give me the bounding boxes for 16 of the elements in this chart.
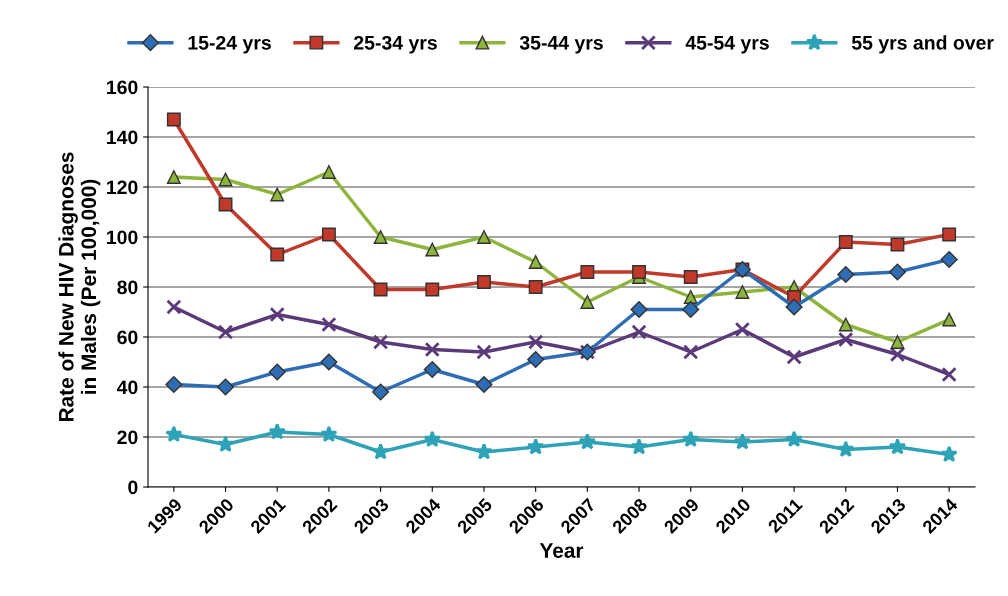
y-tick-label: 120 — [107, 180, 138, 195]
y-tick-label: 40 — [116, 380, 138, 395]
legend-label: 35-44 yrs — [519, 35, 603, 54]
y-tick-label: 60 — [117, 330, 138, 345]
y-tick-label: 80 — [117, 280, 138, 295]
y-axis-title: Rate of New HIV Diagnoses in Males (Per 100,000) — [58, 152, 101, 422]
x-axis-title: Year — [539, 543, 584, 558]
y-tick-label: 140 — [107, 130, 138, 145]
legend-label: 15-24 yrs — [188, 35, 271, 54]
y-tick-label: 20 — [117, 430, 138, 445]
y-tick-label: 160 — [107, 80, 138, 95]
legend-label: 45-54 yrs — [685, 36, 769, 54]
y-tick-label: 100 — [107, 230, 138, 245]
legend-label: 55 yrs and over — [851, 35, 994, 54]
y-tick-label: 0 — [128, 480, 138, 495]
legend-label: 25-34 yrs — [354, 35, 437, 54]
